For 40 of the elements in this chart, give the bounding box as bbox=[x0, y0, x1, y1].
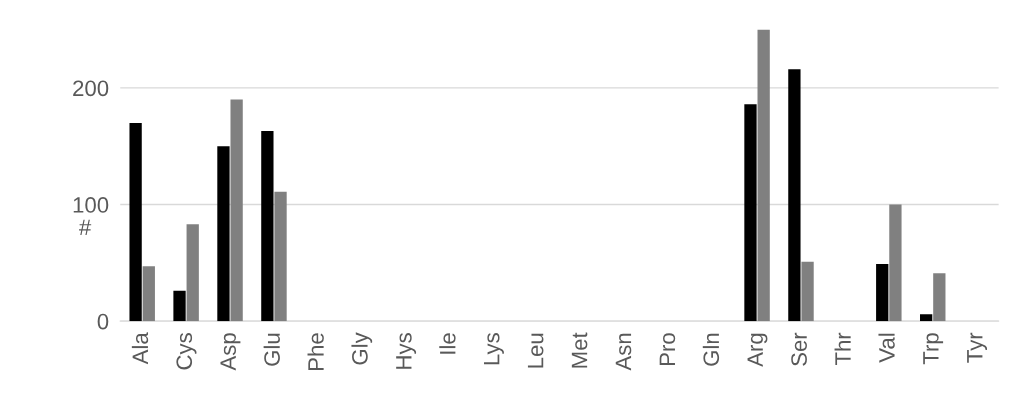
bar bbox=[876, 264, 889, 322]
x-tick-label: Lys bbox=[484, 333, 504, 365]
bar bbox=[217, 146, 230, 322]
bar bbox=[920, 314, 933, 322]
bar bbox=[274, 191, 287, 322]
x-tick-label: Val bbox=[878, 333, 895, 363]
x-tick-label: Asn bbox=[615, 333, 632, 371]
x-tick-label: Ser bbox=[791, 332, 807, 366]
x-tick-label: Met bbox=[571, 332, 588, 368]
bar bbox=[173, 290, 186, 322]
x-tick-label: Phe bbox=[307, 333, 324, 370]
bar bbox=[142, 266, 155, 322]
bar bbox=[744, 104, 757, 322]
bar bbox=[129, 122, 142, 322]
y-tick-label: 0 bbox=[97, 313, 109, 330]
bar bbox=[261, 131, 274, 322]
x-tick-label: Hys bbox=[396, 333, 417, 369]
bar bbox=[801, 261, 814, 322]
bar bbox=[757, 29, 770, 322]
bar bbox=[788, 69, 801, 322]
x-tick-label: Gly bbox=[351, 332, 373, 365]
x-tick-label: Tyr bbox=[967, 332, 988, 363]
x-tick-label: Asp bbox=[220, 333, 241, 371]
y-tick-label: 200 bbox=[73, 80, 109, 97]
x-tick-label: Thr bbox=[834, 332, 851, 366]
y-tick-label: 100 bbox=[73, 197, 109, 213]
x-tick-label: Trp bbox=[923, 333, 944, 365]
x-tick-label: Glu bbox=[263, 333, 280, 366]
bar bbox=[186, 224, 199, 322]
y-axis-title: # bbox=[79, 219, 92, 235]
x-tick-label: Ile bbox=[439, 333, 456, 354]
x-tick-label: Leu bbox=[527, 333, 544, 368]
x-tick-label: Arg bbox=[747, 333, 768, 367]
bar bbox=[889, 204, 902, 322]
bar bbox=[230, 99, 243, 322]
x-tick-label: Gln bbox=[702, 333, 720, 366]
x-tick-label: Cys bbox=[176, 333, 197, 370]
x-tick-label: Ala bbox=[131, 332, 149, 365]
x-tick-label: Pro bbox=[659, 333, 676, 366]
bar bbox=[933, 273, 946, 322]
